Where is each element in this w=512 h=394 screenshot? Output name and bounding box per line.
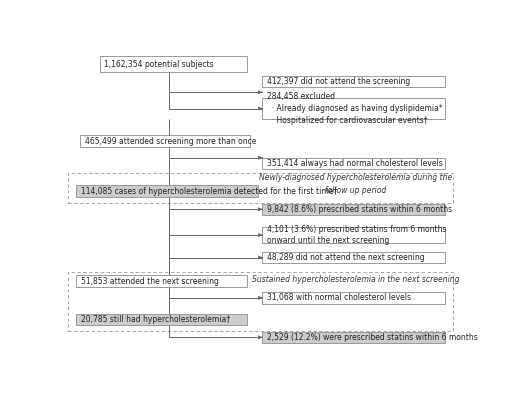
Bar — [76, 314, 246, 325]
Text: 51,853 attended the next screening: 51,853 attended the next screening — [81, 277, 219, 286]
Bar — [262, 158, 445, 169]
Bar — [262, 331, 445, 343]
Text: 284,458 excluded
  · Already diagnosed as having dyslipidemia*
  · Hospitalized : 284,458 excluded · Already diagnosed as … — [267, 92, 443, 125]
Text: 465,499 attended screening more than once: 465,499 attended screening more than onc… — [84, 137, 256, 145]
Bar — [262, 227, 445, 243]
Bar — [80, 135, 250, 147]
Text: 9,842 (8.6%) prescribed statins within 6 months: 9,842 (8.6%) prescribed statins within 6… — [267, 205, 452, 214]
Text: 412,397 did not attend the screening: 412,397 did not attend the screening — [267, 77, 411, 86]
Bar — [68, 272, 453, 331]
Bar — [262, 76, 445, 87]
Bar — [68, 173, 453, 203]
Bar — [76, 185, 259, 197]
Text: 48,289 did not attend the next screening: 48,289 did not attend the next screening — [267, 253, 425, 262]
Text: 31,068 with normal cholesterol levels: 31,068 with normal cholesterol levels — [267, 294, 411, 302]
Bar — [262, 292, 445, 304]
Text: Sustained hypercholesterolemia in the next screening: Sustained hypercholesterolemia in the ne… — [252, 275, 459, 284]
Bar — [262, 98, 445, 119]
Text: 351,414 always had normal cholesterol levels: 351,414 always had normal cholesterol le… — [267, 159, 443, 168]
Bar — [76, 275, 246, 287]
Bar — [262, 204, 445, 215]
Text: 4,101 (3.6%) prescribed statins from 6 months
onward until the next screening: 4,101 (3.6%) prescribed statins from 6 m… — [267, 225, 446, 245]
Bar — [100, 56, 247, 72]
Text: 114,085 cases of hypercholesterolemia detected for the first time†: 114,085 cases of hypercholesterolemia de… — [81, 187, 337, 196]
Text: Newly-diagnosed hypercholesterolemia during the
follow up period: Newly-diagnosed hypercholesterolemia dur… — [259, 173, 452, 195]
Text: 2,529 (12.2%) were prescribed statins within 6 months: 2,529 (12.2%) were prescribed statins wi… — [267, 333, 478, 342]
Text: 1,162,354 potential subjects: 1,162,354 potential subjects — [104, 60, 214, 69]
Bar — [262, 252, 445, 263]
Text: 20,785 still had hypercholesterolemia†: 20,785 still had hypercholesterolemia† — [81, 315, 230, 324]
